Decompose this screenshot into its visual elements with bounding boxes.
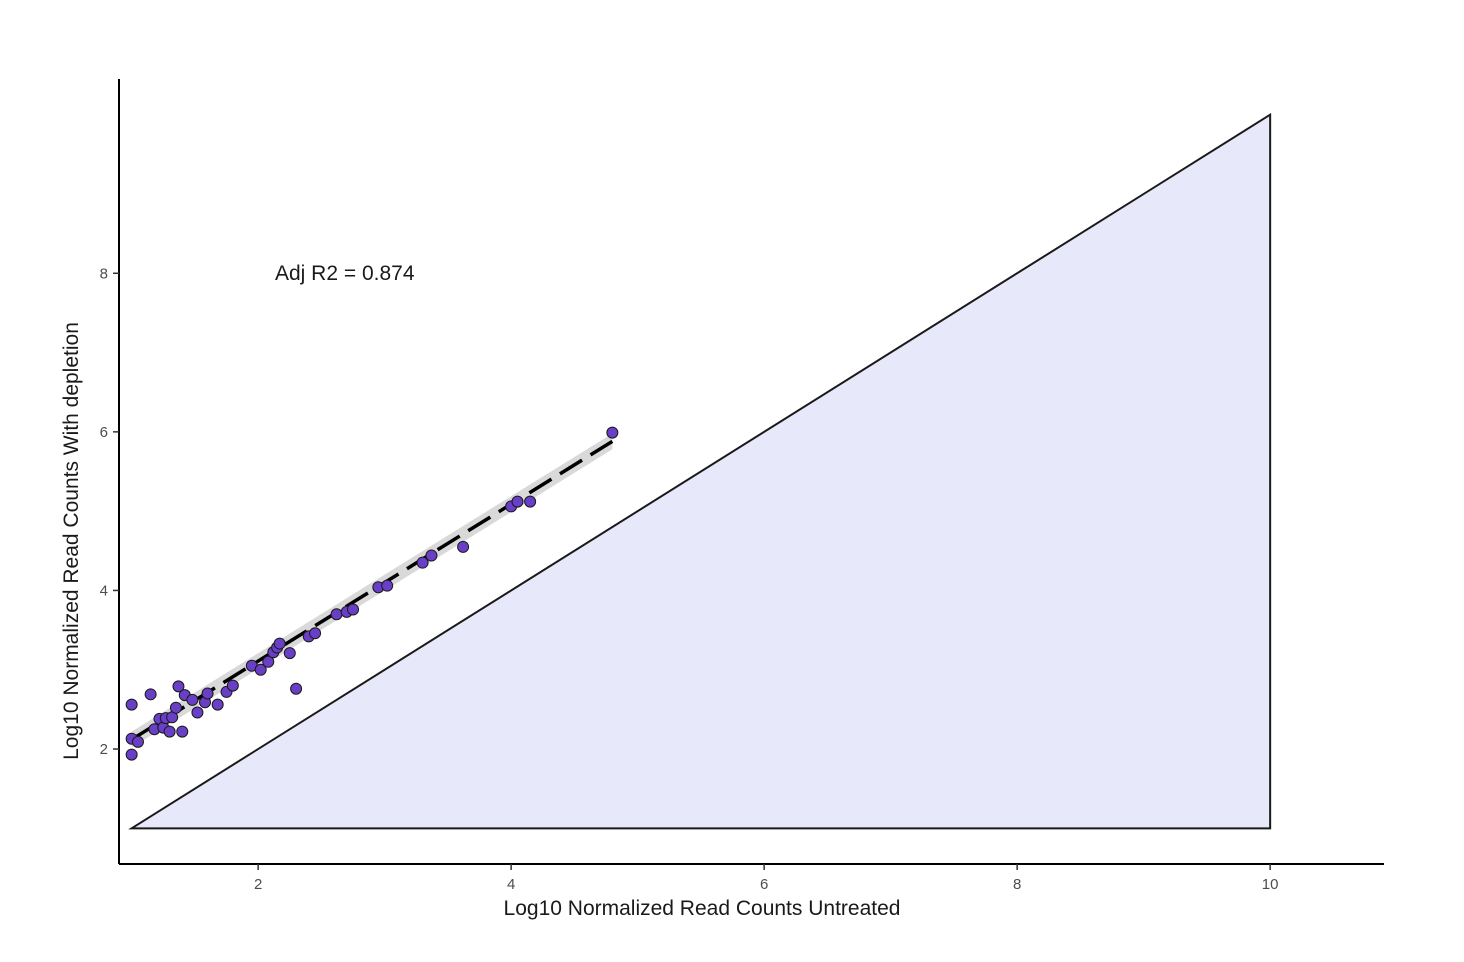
- data-points-layer: [125, 426, 619, 761]
- x-axis-title: Log10 Normalized Read Counts Untreated: [504, 897, 901, 920]
- axes-layer: [118, 79, 1384, 865]
- ticks-layer: 2 4 6 8 10 2 4 6 8: [100, 265, 1279, 893]
- x-tick-label: 2: [254, 876, 262, 893]
- y-tick-label: 2: [100, 741, 108, 758]
- y-tick-label: 8: [100, 265, 108, 282]
- x-tick-label: 8: [1013, 876, 1021, 893]
- data-point: [283, 647, 296, 660]
- data-point: [226, 679, 239, 692]
- reference-triangle-layer: [128, 112, 1272, 830]
- data-point: [163, 725, 176, 738]
- reference-triangle: [128, 112, 1272, 830]
- y-tick-label: 6: [100, 424, 108, 441]
- data-point: [330, 608, 343, 621]
- data-point: [290, 682, 303, 695]
- data-point: [125, 748, 138, 761]
- data-point: [606, 426, 619, 439]
- data-point: [347, 603, 360, 616]
- data-point: [201, 687, 214, 700]
- data-point: [186, 693, 199, 706]
- data-point: [416, 556, 429, 569]
- data-point: [125, 698, 138, 711]
- data-point: [131, 735, 144, 748]
- data-point: [262, 655, 275, 668]
- x-tick-label: 10: [1262, 876, 1279, 893]
- data-point: [211, 698, 224, 711]
- y-axis-title: Log10 Normalized Read Counts With deplet…: [60, 322, 83, 760]
- data-point: [172, 680, 185, 693]
- adj-r2-annotation: Adj R2 = 0.874: [275, 262, 415, 285]
- x-tick-label: 4: [507, 876, 515, 893]
- data-point: [524, 495, 537, 508]
- data-point: [169, 701, 182, 714]
- data-point: [457, 540, 470, 553]
- y-tick-label: 4: [100, 582, 108, 599]
- data-point: [191, 706, 204, 719]
- x-tick-label: 6: [760, 876, 768, 893]
- data-point: [425, 549, 438, 562]
- data-point: [254, 663, 267, 676]
- data-point: [309, 627, 322, 640]
- data-point: [176, 725, 189, 738]
- data-point: [144, 688, 157, 701]
- data-point: [511, 495, 524, 508]
- data-point: [273, 637, 286, 650]
- data-point: [381, 579, 394, 592]
